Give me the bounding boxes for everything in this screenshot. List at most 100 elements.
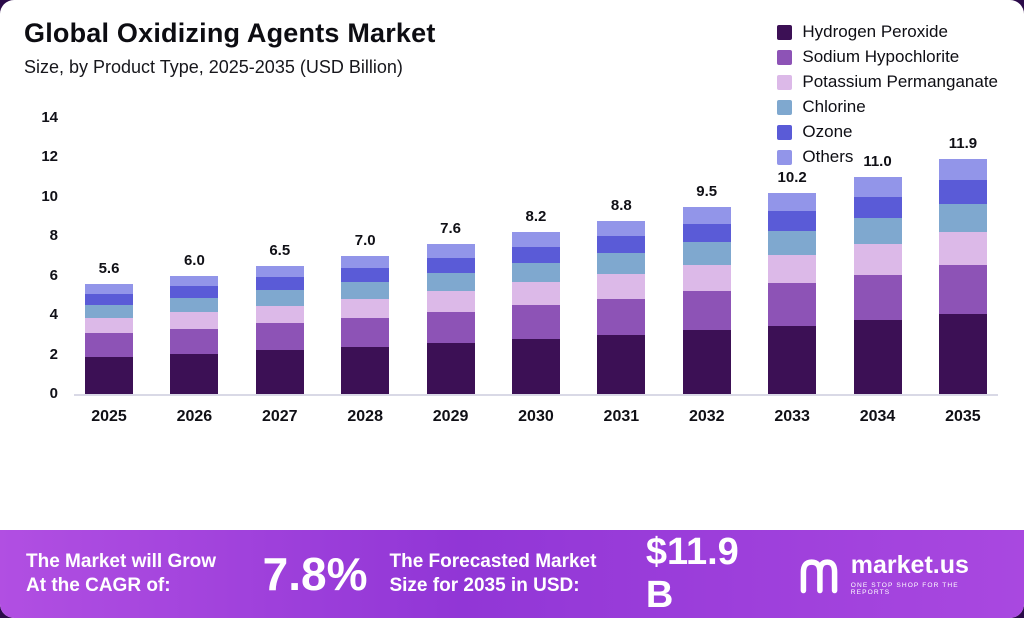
bar-segment-ozone: [682, 223, 731, 243]
legend-swatch: [777, 24, 793, 40]
bar-group: 8.2: [507, 208, 565, 394]
legend-item: Sodium Hypochlorite: [777, 47, 998, 67]
legend-swatch: [777, 99, 793, 115]
bar-segment-ozone: [341, 268, 390, 283]
y-tick-label: 14: [41, 109, 58, 126]
bar-segment-chlorine: [597, 253, 646, 275]
bar-segment-ozone: [853, 196, 902, 219]
bar-segment-chlorine: [938, 203, 987, 232]
bar-segment-hydrogen-peroxide: [85, 356, 133, 394]
bar-segment-others: [341, 256, 390, 269]
bar-segment-chlorine: [682, 242, 731, 265]
bar-stack: [341, 256, 390, 394]
bar-total-label: 7.6: [440, 220, 461, 238]
bar-segment-chlorine: [426, 272, 475, 291]
legend-swatch: [777, 124, 793, 140]
x-axis: 2025 2026 2027 2028 2029 2030 2031 2032 2033 2034…: [74, 408, 998, 426]
bar-group: 5.6: [80, 260, 138, 394]
bar-segment-potassium-permanganate: [426, 290, 475, 312]
bar-group: 10.2: [763, 169, 821, 394]
legend-swatch: [777, 149, 793, 165]
bar-total-label: 10.2: [777, 168, 807, 186]
footer-banner: The Market will Grow At the CAGR of: 7.8…: [0, 530, 1024, 618]
bar-segment-sodium-hypochlorite: [511, 305, 560, 339]
bar-stack: [511, 232, 560, 394]
bar-total-label: 9.5: [696, 182, 718, 200]
legend-label: Ozone: [802, 122, 853, 141]
bar-segment-chlorine: [768, 231, 817, 256]
bar-segment-hydrogen-peroxide: [938, 314, 987, 394]
y-tick-label: 6: [49, 266, 58, 284]
legend-item: Hydrogen Peroxide: [777, 22, 998, 42]
bar-segment-potassium-permanganate: [938, 231, 987, 265]
bar-segment-chlorine: [255, 290, 304, 306]
bar-group: 11.9: [934, 135, 992, 394]
plot-column: 5.6 6.0 6.5 7.0 7.6 8.2 8.8 9.5 10.2 11.0 11.9 202…: [74, 118, 998, 426]
chart-area: 0 2 4 6 8 10 12 14 5.6 6.0 6.5 7.0 7.6 8.2 8.8 9.5 10.2…: [0, 109, 1024, 426]
bar-segment-others: [255, 265, 304, 278]
legend-swatch: [777, 49, 793, 65]
bar-segment-ozone: [938, 180, 987, 204]
chart-subtitle: Size, by Product Type, 2025-2035 (USD Bi…: [24, 57, 403, 77]
bar-segment-others: [938, 159, 987, 181]
bar-segment-others: [170, 275, 219, 287]
bar-segment-hydrogen-peroxide: [682, 330, 731, 394]
bar-segment-potassium-permanganate: [511, 282, 560, 306]
bar-segment-ozone: [597, 236, 646, 254]
bar-group: 8.8: [592, 197, 650, 394]
bar-segment-others: [85, 283, 133, 294]
bar-segment-potassium-permanganate: [85, 317, 133, 334]
bar-stack: [938, 159, 987, 394]
bar-segment-potassium-permanganate: [768, 255, 817, 284]
bar-total-label: 7.0: [354, 232, 376, 250]
bar-segment-hydrogen-peroxide: [768, 325, 817, 394]
chart-header: Global Oxidizing Agents Market Size, by …: [0, 0, 1024, 78]
bar-segment-others: [682, 206, 731, 224]
bar-segment-ozone: [255, 277, 304, 291]
bar-segment-sodium-hypochlorite: [597, 298, 646, 336]
y-tick-label: 2: [49, 345, 58, 363]
bar-segment-hydrogen-peroxide: [853, 320, 902, 394]
bar-total-label: 8.8: [610, 196, 632, 214]
bar-segment-potassium-permanganate: [170, 312, 219, 329]
cagr-label: The Market will Grow At the CAGR of:: [26, 551, 217, 596]
bar-total-label: 6.5: [269, 241, 291, 259]
bar-segment-chlorine: [341, 282, 390, 299]
bar-total-label: 11.9: [948, 135, 978, 153]
bar-segment-potassium-permanganate: [341, 298, 390, 319]
x-tick-label: 2027: [261, 408, 298, 425]
forecast-label: The Forecasted Market Size for 2035 in U…: [389, 551, 597, 596]
bar-stack: [426, 244, 475, 394]
bar-stack: [768, 192, 817, 394]
bar-segment-ozone: [426, 257, 475, 273]
bar-segment-chlorine: [85, 304, 133, 318]
bar-group: 7.6: [422, 220, 480, 394]
bar-group: 7.0: [336, 232, 394, 394]
cagr-value: 7.8%: [262, 548, 368, 600]
y-tick-label: 12: [41, 148, 58, 166]
bar-segment-hydrogen-peroxide: [341, 347, 390, 394]
legend-label: Sodium Hypochlorite: [802, 47, 960, 66]
bar-stack: [853, 177, 902, 394]
x-tick-label: 2029: [432, 408, 469, 425]
bar-segment-sodium-hypochlorite: [938, 264, 987, 315]
x-tick-label: 2025: [91, 408, 127, 425]
y-axis: 0 2 4 6 8 10 12 14: [22, 109, 64, 402]
bar-segment-chlorine: [853, 218, 902, 245]
bar-segment-sodium-hypochlorite: [170, 328, 219, 354]
brand-text: market.us ONE STOP SHOP FOR THE REPORTS: [851, 552, 998, 596]
bar-segment-chlorine: [170, 298, 219, 313]
legend-label: Potassium Permanganate: [802, 72, 998, 91]
x-tick-label: 2032: [688, 408, 725, 425]
legend-item: Ozone: [777, 122, 998, 142]
legend-item: Potassium Permanganate: [777, 72, 998, 92]
forecast-value: $11.9 B: [645, 531, 739, 616]
bar-segment-chlorine: [511, 263, 560, 283]
bar-segment-hydrogen-peroxide: [170, 353, 219, 394]
bar-group: 9.5: [678, 183, 736, 394]
market-us-logo: market.us ONE STOP SHOP FOR THE REPORTS: [797, 552, 998, 596]
bar-segment-sodium-hypochlorite: [853, 274, 902, 321]
chart-title: Global Oxidizing Agents Market: [24, 18, 436, 48]
plot-area: 5.6 6.0 6.5 7.0 7.6 8.2 8.8 9.5 10.2 11.0 11.9: [74, 118, 998, 396]
